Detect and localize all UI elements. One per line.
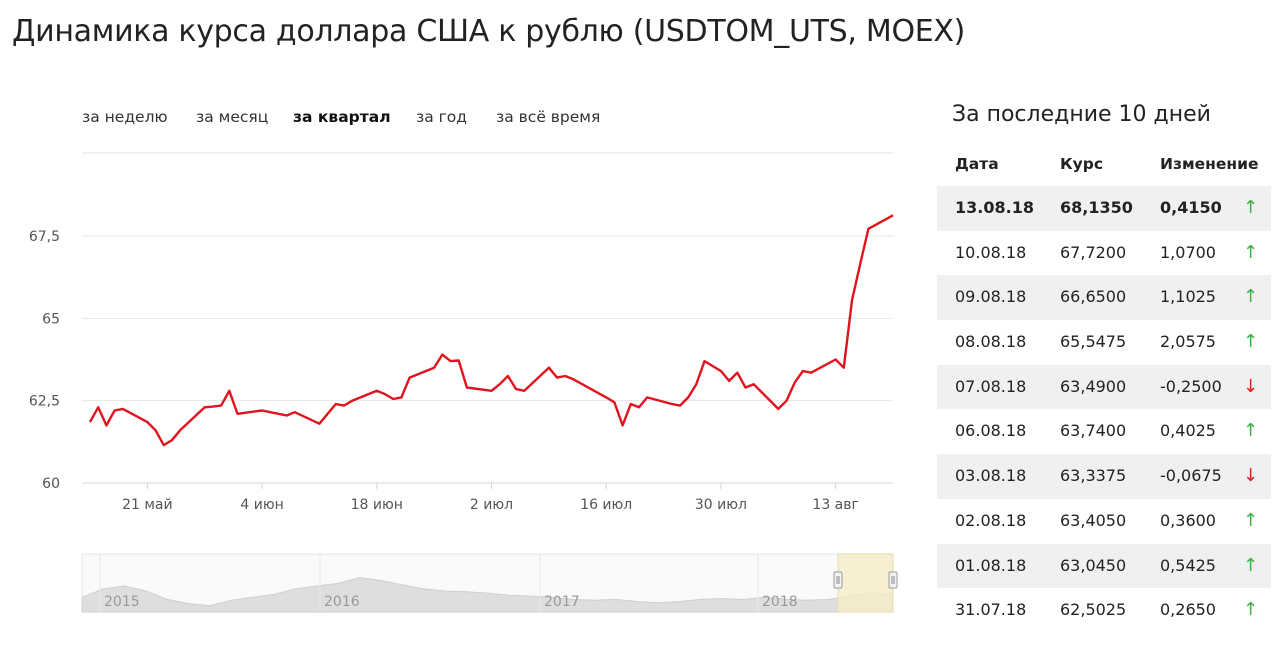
table-row: 06.08.18 63,7400 0,4025 ↑ — [937, 409, 1271, 454]
table-row: 07.08.18 63,4900 -0,2500 ↓ — [937, 364, 1271, 410]
header-change: Изменение — [1160, 155, 1259, 173]
row-rate: 65,5475 — [1060, 332, 1127, 352]
x-tick-label: 2 июл — [470, 497, 513, 513]
y-tick-label: 60 — [42, 476, 60, 492]
navigator-year-label: 2016 — [324, 594, 360, 610]
row-change: 2,0575 — [1160, 332, 1216, 352]
arrow-up-icon: ↑ — [1243, 509, 1259, 531]
row-change: 0,3600 — [1160, 510, 1216, 530]
row-rate: 63,4050 — [1060, 510, 1127, 530]
period-year-link[interactable]: за год — [416, 108, 468, 126]
table-row: 09.08.18 66,6500 1,1025 ↑ — [937, 275, 1271, 321]
period-quarter-link[interactable]: за квартал — [293, 108, 391, 126]
row-rate: 63,7400 — [1060, 421, 1127, 441]
navigator-year-label: 2015 — [104, 594, 140, 610]
table-row: 01.08.18 63,0450 0,5425 ↑ — [937, 543, 1271, 589]
row-date: 07.08.18 — [955, 376, 1027, 396]
row-date: 10.08.18 — [955, 242, 1027, 262]
y-tick-label: 62,5 — [29, 394, 60, 410]
table-row: 02.08.18 63,4050 0,3600 ↑ — [937, 499, 1271, 544]
row-rate: 66,6500 — [1060, 287, 1127, 307]
x-tick-label: 21 май — [122, 497, 173, 513]
arrow-down-icon: ↓ — [1243, 465, 1259, 487]
row-change: 0,2650 — [1160, 600, 1216, 620]
row-change: 0,5425 — [1160, 555, 1216, 575]
header-rate: Курс — [1060, 155, 1104, 173]
navigator-year-label: 2017 — [544, 594, 580, 610]
header-date: Дата — [955, 155, 999, 173]
x-tick-label: 18 июн — [351, 497, 403, 513]
last-10-days-table: Дата Курс Изменение 13.08.18 68,1350 0,415… — [937, 143, 1271, 633]
x-tick-label: 30 июл — [695, 497, 747, 513]
y-tick-label: 65 — [42, 311, 60, 327]
navigator-area — [81, 577, 894, 613]
row-change: 1,0700 — [1160, 242, 1216, 262]
period-month-link[interactable]: за месяц — [196, 108, 269, 126]
table-header: Дата Курс Изменение — [937, 143, 1271, 186]
row-date: 31.07.18 — [955, 600, 1027, 620]
table-row: 31.07.18 62,5025 0,2650 ↑ — [937, 588, 1271, 633]
row-change: 0,4150 — [1160, 198, 1222, 217]
row-date: 09.08.18 — [955, 287, 1027, 307]
row-change: 0,4025 — [1160, 421, 1216, 441]
row-date: 03.08.18 — [955, 466, 1027, 486]
navigator-left-handle[interactable] — [833, 571, 843, 589]
row-date: 08.08.18 — [955, 332, 1027, 352]
navigator-selection[interactable] — [837, 553, 894, 613]
x-tick-label: 4 июн — [240, 497, 283, 513]
table-row: 03.08.18 63,3375 -0,0675 ↓ — [937, 454, 1271, 499]
row-date: 13.08.18 — [955, 198, 1034, 217]
arrow-up-icon: ↑ — [1243, 241, 1259, 263]
row-rate: 63,3375 — [1060, 466, 1127, 486]
row-date: 06.08.18 — [955, 421, 1027, 441]
table-row: 08.08.18 65,5475 2,0575 ↑ — [937, 320, 1271, 365]
row-rate: 67,7200 — [1060, 242, 1127, 262]
navigator-overview[interactable]: 2015 2016 2017 2018 — [0, 548, 910, 616]
arrow-up-icon: ↑ — [1243, 197, 1259, 218]
period-all-time-link[interactable]: за всё время — [496, 108, 601, 126]
arrow-down-icon: ↓ — [1243, 375, 1259, 397]
page-title: Динамика курса доллара США к рублю (USDT… — [12, 14, 966, 49]
arrow-up-icon: ↑ — [1243, 599, 1259, 621]
row-change: -0,2500 — [1160, 376, 1222, 396]
x-tick-label: 13 авг — [812, 497, 858, 513]
table-row: 13.08.18 68,1350 0,4150 ↑ — [937, 186, 1271, 231]
period-week-link[interactable]: за неделю — [82, 108, 168, 126]
x-tick-label: 16 июл — [580, 497, 632, 513]
arrow-up-icon: ↑ — [1243, 554, 1259, 576]
row-rate: 63,0450 — [1060, 555, 1127, 575]
arrow-up-icon: ↑ — [1243, 286, 1259, 308]
y-tick-label: 67,5 — [29, 229, 60, 245]
row-change: -0,0675 — [1160, 466, 1222, 486]
arrow-up-icon: ↑ — [1243, 331, 1259, 353]
row-rate: 68,1350 — [1060, 198, 1133, 217]
table-row: 10.08.18 67,7200 1,0700 ↑ — [937, 231, 1271, 276]
series-line — [88, 214, 894, 447]
navigator-right-handle[interactable] — [888, 571, 898, 589]
arrow-up-icon: ↑ — [1243, 420, 1259, 442]
rate-line-chart: 60 62,5 65 67,5 21 май 4 июн 18 июн 2 июл 16 июл… — [29, 152, 894, 513]
row-change: 1,1025 — [1160, 287, 1216, 307]
navigator-year-label: 2018 — [762, 594, 798, 610]
row-date: 02.08.18 — [955, 510, 1027, 530]
row-rate: 63,4900 — [1060, 376, 1127, 396]
last-10-days-title: За последние 10 дней — [952, 102, 1211, 127]
row-date: 01.08.18 — [955, 555, 1027, 575]
row-rate: 62,5025 — [1060, 600, 1127, 620]
